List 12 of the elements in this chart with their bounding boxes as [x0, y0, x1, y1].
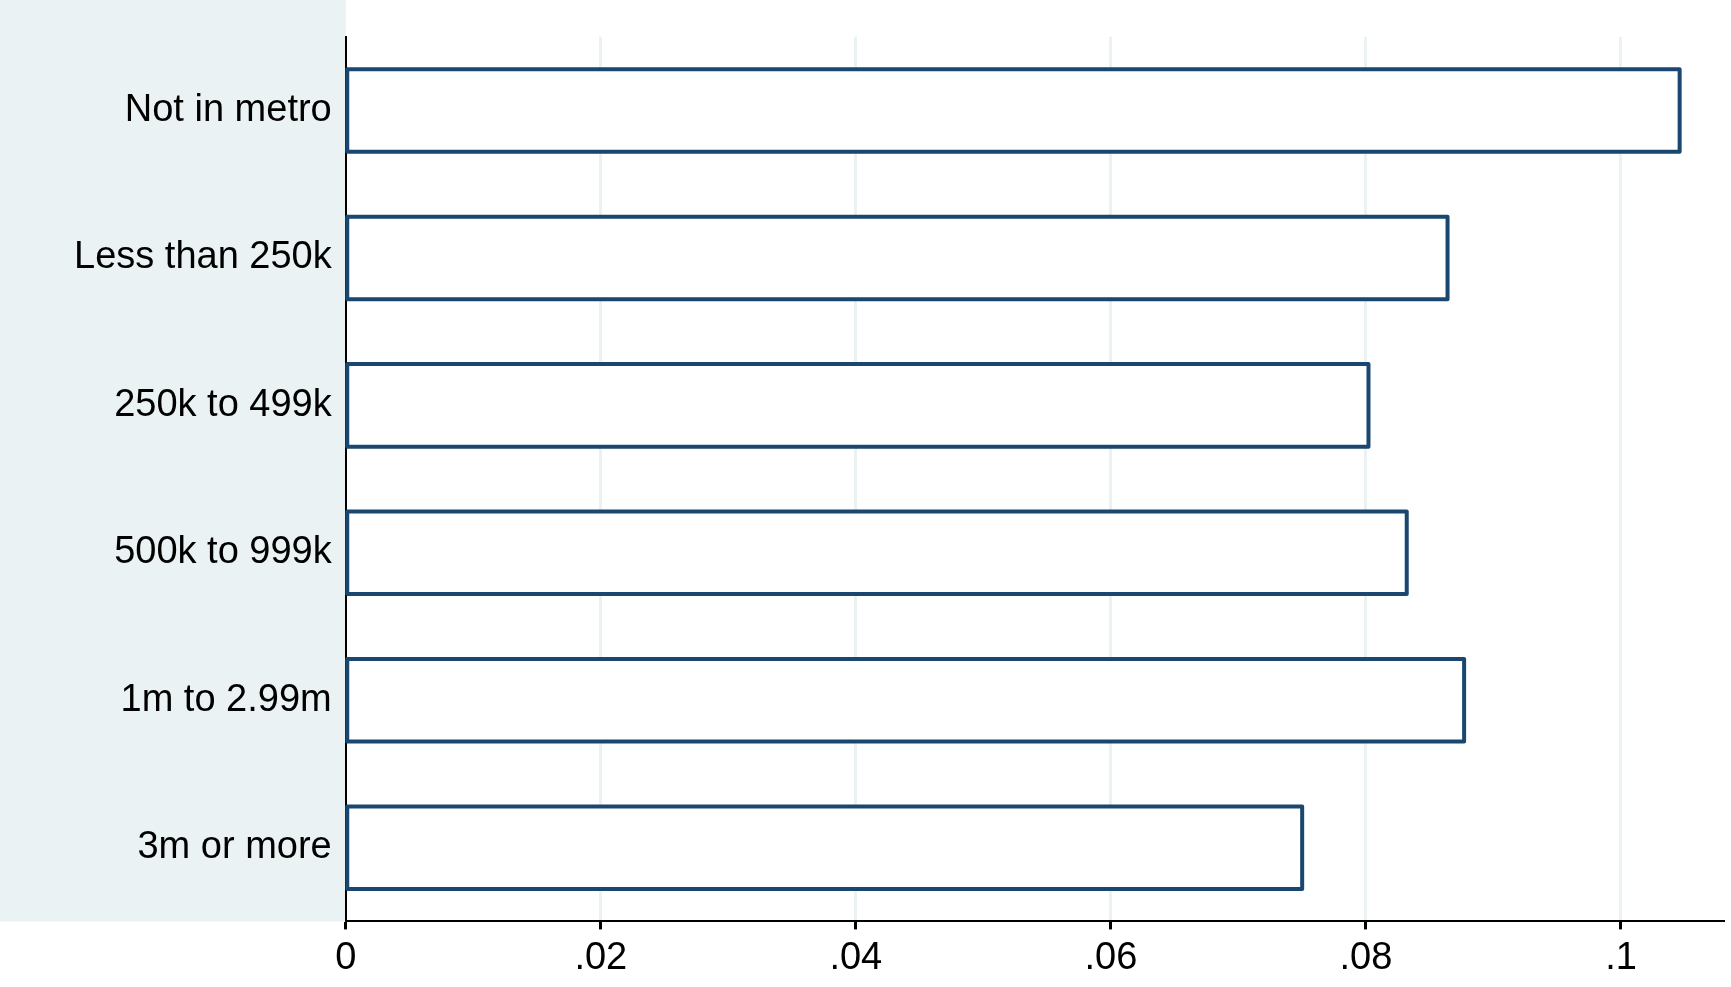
y-tick-label: Not in metro [124, 87, 332, 129]
x-tick-label: .04 [829, 934, 883, 977]
x-tick-label: 0 [335, 934, 357, 977]
y-tick-label: 500k to 999k [114, 529, 333, 572]
x-tick-label: .06 [1084, 934, 1138, 977]
x-tick-label: .02 [574, 934, 628, 977]
y-tick-label: 3m or more [137, 824, 332, 867]
x-tick-label: .1 [1605, 934, 1637, 977]
y-tick-label: Less than 250k [73, 234, 333, 277]
x-tick-label: .08 [1339, 934, 1393, 977]
y-tick-label: 1m to 2.99m [120, 676, 332, 719]
y-tick-label: 250k to 499k [114, 381, 333, 424]
